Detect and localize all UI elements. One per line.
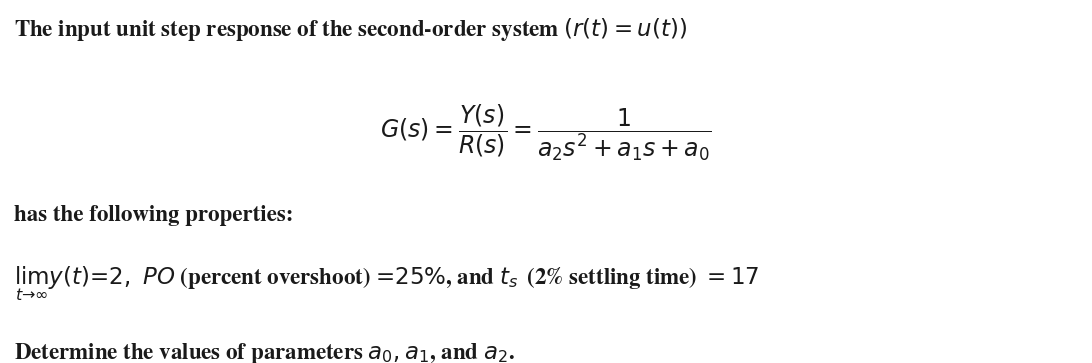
Text: has the following properties:: has the following properties: [14, 205, 294, 226]
Text: $G(s) = \dfrac{Y(s)}{R(s)} = \dfrac{1}{a_2s^2 + a_1s + a_0}$: $G(s) = \dfrac{Y(s)}{R(s)} = \dfrac{1}{a… [380, 102, 712, 163]
Text: Determine the values of parameters $a_0, a_1$, and $a_2$.: Determine the values of parameters $a_0,… [14, 341, 515, 363]
Text: $\lim_{t\to\infty} y(t) = 2,\ PO$ (percent overshoot) $= 25\%$, and $t_s$ (2% se: $\lim_{t\to\infty} y(t) = 2,\ PO$ (perce… [14, 265, 760, 303]
Text: The input unit step response of the second-order system $(r(t) = u(t))$: The input unit step response of the seco… [14, 16, 687, 43]
